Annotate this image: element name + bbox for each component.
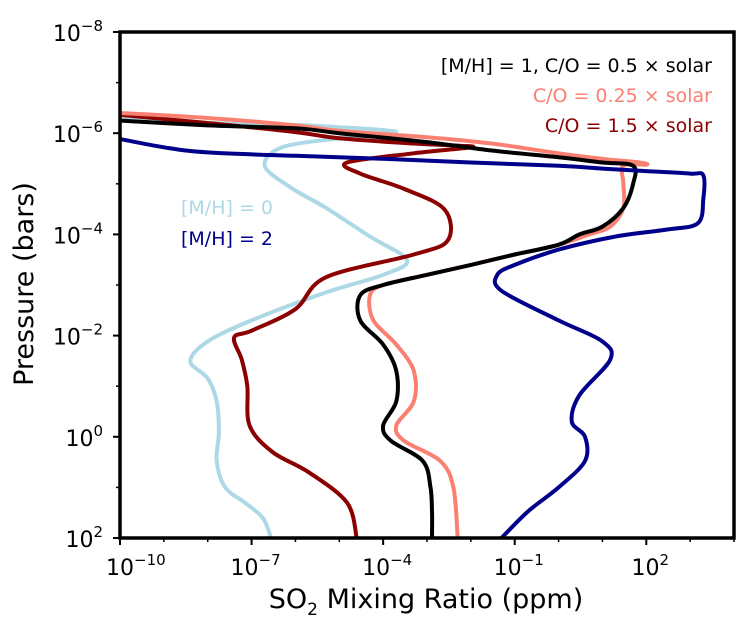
legend-entry-co-025: C/O = 0.25 × solar [533,85,712,107]
series-line-3 [120,118,638,538]
y-tick-label: 10−8 [53,17,103,47]
y-tick-label: 10−2 [53,321,103,351]
series-line-1 [120,112,476,538]
x-tick-label: 10−1 [494,551,544,581]
y-tick-label: 100 [65,422,103,452]
series-line-2 [120,110,650,538]
annotation-metallicity-0: [M/H] = 0 [181,197,273,219]
x-tick-label: 10−4 [362,551,412,581]
x-tick-label: 102 [632,551,670,581]
series-line-0 [120,117,410,538]
legend-entry-co-15: C/O = 1.5 × solar [545,115,712,137]
legend-entry-baseline: [M/H] = 1, C/O = 0.5 × solar [441,55,712,77]
x-axis-label: SO2 Mixing Ratio (ppm) [269,584,583,620]
y-axis-label: Pressure (bars) [9,182,40,386]
y-tick-label: 10−6 [53,118,103,148]
series-line-4 [120,136,707,538]
y-tick-label: 10−4 [53,219,103,249]
x-tick-label: 10−10 [106,551,166,581]
y-tick-label: 102 [65,523,103,553]
annotation-metallicity-2: [M/H] = 2 [181,228,273,250]
x-tick-label: 10−7 [231,551,281,581]
plot-frame [118,30,736,540]
